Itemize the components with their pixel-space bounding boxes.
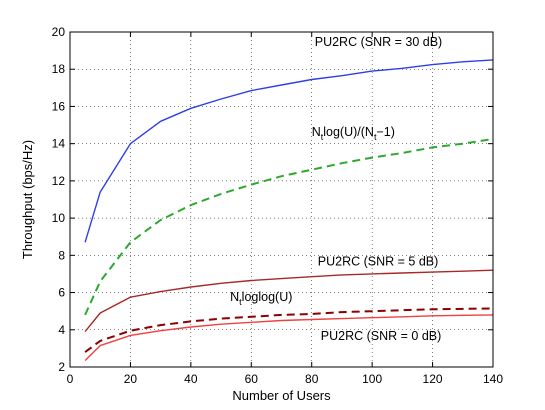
y-tick-label: 4 <box>58 323 65 337</box>
y-tick-label: 20 <box>52 25 66 39</box>
anno-ntloglog: Ntloglog(U) <box>230 290 292 307</box>
x-axis-label: Number of Users <box>232 388 331 403</box>
x-tick-label: 80 <box>305 372 319 386</box>
y-axis-label: Throughput (bps/Hz) <box>20 140 35 259</box>
x-tick-label: 140 <box>483 372 503 386</box>
ticks: 0 20 40 60 80 100 120 140 2 4 6 8 10 12 14 16 18 20 <box>52 25 504 386</box>
y-tick-label: 12 <box>52 174 66 188</box>
anno-0db: PU2RC (SNR = 0 dB) <box>321 329 442 343</box>
grid <box>70 32 493 367</box>
plot-frame <box>69 31 494 368</box>
series-line-nt-log-u <box>84 138 494 316</box>
anno-30db: PU2RC (SNR = 30 dB) <box>315 35 442 49</box>
anno-ntlog: Ntlog(U)/(Nt−1) <box>312 125 395 142</box>
series-layer <box>84 59 494 361</box>
x-tick-label: 60 <box>245 372 259 386</box>
series-line-nt-loglog-u <box>84 307 494 353</box>
y-tick-label: 14 <box>52 137 66 151</box>
y-tick-label: 8 <box>58 248 65 262</box>
series-line-pu2rc-30db <box>84 59 494 243</box>
x-tick-label: 100 <box>362 372 382 386</box>
y-tick-label: 16 <box>52 99 66 113</box>
x-tick-label: 40 <box>184 372 198 386</box>
x-tick-label: 20 <box>124 372 138 386</box>
series-line-pu2rc-5db <box>84 269 494 333</box>
y-tick-label: 2 <box>58 360 65 374</box>
series-line-pu2rc-0db <box>84 314 494 361</box>
y-tick-label: 6 <box>58 286 65 300</box>
anno-5db: PU2RC (SNR = 5 dB) <box>318 255 439 269</box>
y-tick-label: 10 <box>52 211 66 225</box>
x-tick-label: 120 <box>423 372 443 386</box>
x-tick-label: 0 <box>67 372 74 386</box>
y-tick-label: 18 <box>52 62 66 76</box>
annotations: PU2RC (SNR = 30 dB) Ntlog(U)/(Nt−1) PU2RC … <box>230 35 442 343</box>
